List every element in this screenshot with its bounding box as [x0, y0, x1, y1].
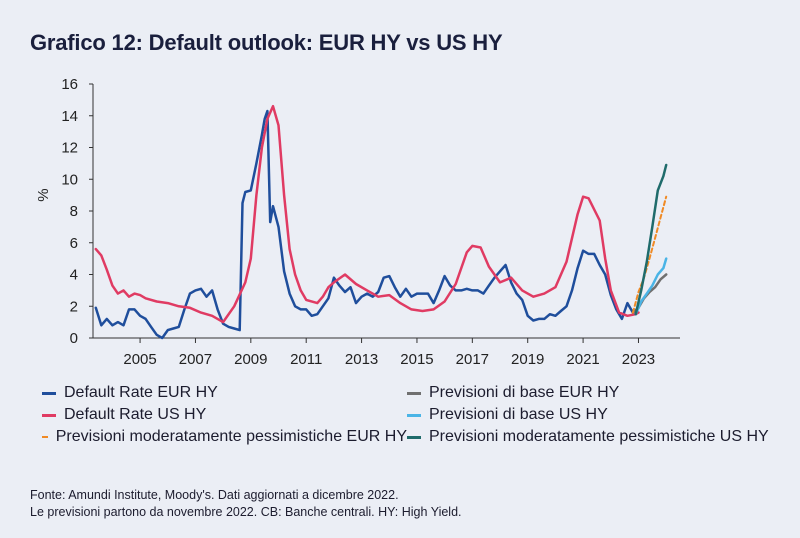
x-tick-label: 2019 [511, 351, 544, 368]
legend-label: Previsioni moderatamente pessimistiche U… [429, 428, 769, 445]
series-line-5 [631, 195, 668, 314]
y-axis-label: % [35, 188, 52, 201]
series-line-1 [94, 109, 640, 340]
source-note: Fonte: Amundi Institute, Moody's. Dati a… [30, 487, 462, 521]
legend-item-5: Previsioni moderatamente pessimistiche E… [42, 427, 407, 447]
x-tick-label: 2015 [400, 351, 433, 368]
y-tick-label: 16 [61, 76, 78, 93]
x-tick-label: 2011 [290, 351, 322, 368]
series-line-2 [94, 104, 640, 324]
legend-label: Previsioni di base US HY [429, 406, 608, 423]
source-line-1: Fonte: Amundi Institute, Moody's. Dati a… [30, 488, 399, 502]
x-tick-label: 2007 [179, 351, 212, 368]
legend-item-6: Previsioni moderatamente pessimistiche U… [407, 427, 782, 447]
chart-legend: Default Rate EUR HY Previsioni di base EU… [42, 383, 782, 447]
y-tick-label: 10 [61, 171, 78, 188]
y-tick-label: 8 [70, 203, 78, 220]
x-tick-label: 2013 [345, 351, 378, 368]
legend-swatch [42, 436, 48, 438]
legend-label: Default Rate US HY [64, 406, 207, 423]
legend-item-3: Default Rate US HY [42, 405, 407, 425]
x-tick-label: 2021 [566, 351, 599, 368]
legend-swatch [42, 413, 56, 417]
legend-item-4: Previsioni di base US HY [407, 405, 782, 425]
legend-label: Previsioni moderatamente pessimistiche E… [55, 428, 407, 445]
y-tick-label: 14 [61, 108, 78, 125]
chart-title: Grafico 12: Default outlook: EUR HY vs U… [30, 30, 503, 55]
y-tick-label: 4 [70, 267, 78, 284]
chart-area: 0 2 4 6 8 10 12 14 16 2005 2007 2009 2011 2013 2015 201… [35, 76, 680, 368]
x-tick-label: 2009 [234, 351, 267, 368]
legend-label: Default Rate EUR HY [64, 384, 218, 401]
y-tick-label: 12 [61, 140, 78, 157]
y-tick-label: 6 [70, 235, 78, 252]
chart-series [94, 104, 668, 340]
x-tick-label: 2005 [123, 351, 156, 368]
legend-label: Previsioni di base EUR HY [429, 384, 620, 401]
y-tick-label: 2 [70, 298, 78, 315]
x-tick-label: 2023 [622, 351, 655, 368]
legend-item-2: Previsioni di base EUR HY [407, 383, 782, 403]
legend-swatch [407, 391, 421, 395]
legend-item-1: Default Rate EUR HY [42, 383, 407, 403]
y-tick-label: 0 [70, 330, 78, 347]
source-line-2: Le previsioni partono da novembre 2022. … [30, 505, 462, 519]
legend-swatch [42, 391, 56, 395]
legend-swatch [407, 413, 421, 417]
chart-axes: 0 2 4 6 8 10 12 14 16 2005 2007 2009 2011 2013 2015 201… [35, 76, 680, 368]
series-line-4 [634, 257, 668, 316]
legend-swatch [407, 435, 421, 439]
x-tick-label: 2017 [456, 351, 489, 368]
series-line-6 [634, 163, 668, 316]
